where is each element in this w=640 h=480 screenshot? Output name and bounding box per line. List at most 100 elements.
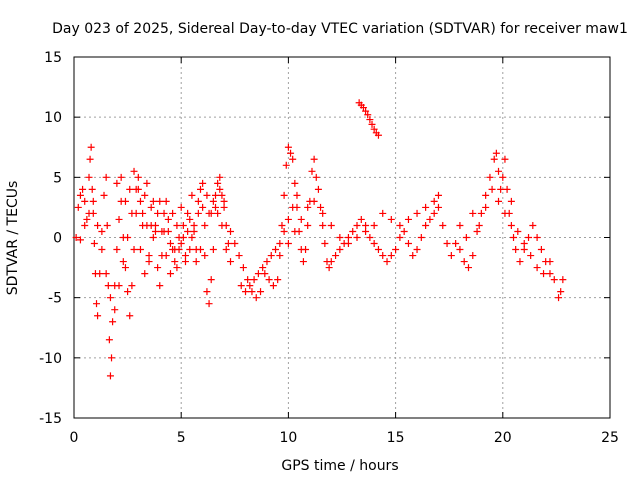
- data-point: [469, 252, 477, 260]
- x-tick-label: 15: [387, 430, 405, 446]
- data-point: [201, 252, 209, 260]
- data-point: [128, 282, 136, 290]
- data-point: [308, 167, 316, 175]
- data-point: [237, 282, 245, 290]
- data-point: [214, 179, 222, 187]
- data-point: [151, 221, 159, 229]
- data-point: [128, 209, 136, 217]
- data-point: [473, 227, 481, 235]
- data-point: [124, 234, 132, 241]
- data-point: [422, 203, 430, 211]
- x-tick-labels: 0 5 10 15 20 25: [70, 430, 619, 446]
- data-point: [366, 234, 374, 241]
- data-point: [495, 167, 503, 175]
- data-point: [430, 197, 438, 205]
- data-point: [231, 240, 239, 248]
- data-point: [134, 185, 142, 193]
- y-tick-labels: -15 -10 -5 0 5 10 15: [39, 50, 62, 427]
- data-point: [291, 179, 299, 187]
- data-point: [186, 215, 194, 223]
- y-tick-label: 15: [44, 50, 62, 66]
- x-tick-label: 25: [601, 430, 619, 446]
- data-point: [392, 246, 400, 254]
- data-point: [289, 155, 297, 163]
- data-point: [169, 246, 177, 254]
- data-point: [199, 179, 207, 187]
- data-point: [177, 240, 185, 248]
- data-point: [246, 282, 254, 290]
- data-point: [404, 240, 412, 248]
- data-point: [321, 240, 329, 248]
- data-point: [98, 246, 106, 254]
- data-point: [207, 209, 215, 217]
- data-point: [179, 221, 187, 229]
- data-point: [113, 246, 121, 254]
- data-point: [510, 234, 518, 241]
- data-point: [276, 252, 284, 260]
- data-point: [495, 197, 503, 205]
- data-point: [100, 191, 108, 199]
- data-point: [196, 246, 204, 254]
- data-point: [276, 240, 284, 248]
- data-point: [265, 276, 273, 284]
- data-point: [482, 191, 490, 199]
- data-point: [74, 203, 82, 211]
- data-point: [284, 240, 292, 248]
- data-point: [507, 221, 515, 229]
- data-point: [227, 227, 235, 235]
- data-point: [171, 258, 179, 266]
- data-point: [181, 252, 189, 260]
- x-tick-label: 20: [494, 430, 512, 446]
- y-tick-label: -15: [39, 411, 62, 427]
- data-point: [447, 252, 455, 260]
- data-point: [106, 294, 114, 302]
- data-point: [119, 258, 127, 266]
- data-point: [430, 209, 438, 217]
- data-point: [336, 246, 344, 254]
- data-point: [280, 227, 288, 235]
- data-point: [413, 246, 421, 254]
- data-point: [160, 209, 168, 217]
- data-point: [540, 270, 548, 278]
- data-point: [501, 209, 509, 217]
- data-point: [212, 191, 220, 199]
- data-point: [147, 203, 155, 211]
- data-point: [124, 288, 132, 296]
- data-point: [252, 294, 260, 302]
- data-point: [514, 227, 522, 235]
- data-point: [383, 258, 391, 266]
- data-point: [379, 252, 387, 260]
- data-point: [370, 125, 378, 133]
- data-point: [212, 203, 220, 211]
- data-point: [88, 185, 96, 193]
- data-point: [368, 120, 376, 128]
- data-point: [525, 234, 533, 241]
- data-point: [136, 197, 144, 205]
- data-point: [149, 197, 157, 205]
- data-point: [192, 258, 200, 266]
- data-point: [242, 288, 250, 296]
- data-point: [364, 111, 372, 119]
- data-point: [154, 264, 162, 272]
- data-point: [422, 221, 430, 229]
- data-point: [216, 173, 224, 181]
- data-points: [72, 99, 567, 380]
- data-point: [224, 240, 232, 248]
- data-point: [546, 270, 554, 278]
- data-point: [98, 227, 106, 235]
- data-point: [181, 258, 189, 266]
- data-point: [121, 197, 129, 205]
- data-point: [263, 258, 271, 266]
- y-tick-label: 5: [53, 170, 62, 186]
- data-point: [304, 203, 312, 211]
- data-point: [327, 258, 335, 266]
- data-point: [289, 203, 297, 211]
- data-point: [426, 215, 434, 223]
- data-point: [201, 221, 209, 229]
- data-point: [227, 258, 235, 266]
- data-point: [254, 270, 262, 278]
- data-point: [319, 209, 327, 217]
- data-point: [151, 227, 159, 235]
- data-point: [349, 227, 357, 235]
- data-point: [319, 221, 327, 229]
